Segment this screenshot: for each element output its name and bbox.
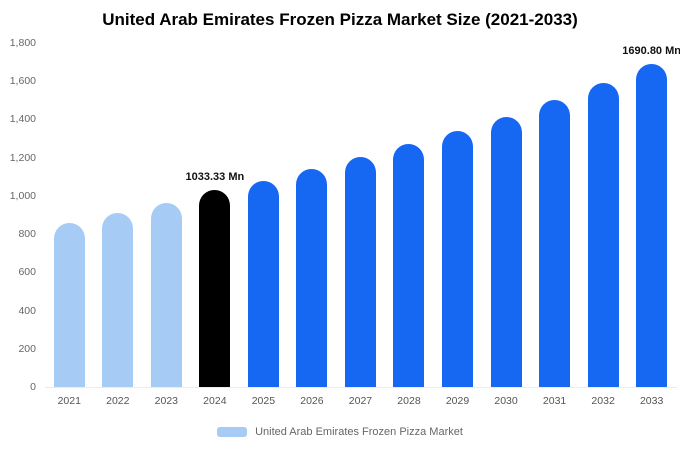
x-tick-label: 2028: [397, 395, 421, 407]
bars-area: 1033.33 Mn 1690.80 Mn: [45, 43, 680, 387]
bar-cell: [482, 43, 531, 387]
x-tick-label: 2026: [300, 395, 324, 407]
bar-cell: [385, 43, 434, 387]
bar: [539, 100, 571, 387]
bar-cell: [433, 43, 482, 387]
bar: [296, 169, 328, 387]
bar-value-label: 1690.80 Mn: [622, 44, 680, 57]
x-tick-label: 2022: [106, 395, 130, 407]
bar-cell: [45, 43, 94, 387]
y-tick-label: 200: [18, 342, 36, 355]
bar: [102, 213, 134, 387]
x-tick-label: 2031: [542, 395, 567, 407]
bar: [53, 222, 85, 387]
x-tick-label: 2030: [494, 395, 518, 407]
y-tick-label: 1,200: [9, 151, 36, 164]
bar-cell: [94, 43, 143, 387]
bar-cell: [579, 43, 628, 387]
bar: [393, 144, 425, 387]
bar-cell: [142, 43, 191, 387]
bar-cell: 1033.33 Mn: [186, 43, 244, 387]
x-tick-label: 2025: [251, 395, 276, 407]
x-tick-label: 2021: [57, 395, 81, 407]
y-tick-label: 800: [18, 228, 36, 241]
bar: [247, 180, 279, 387]
bar-cell: [239, 43, 288, 387]
bar-cell: [530, 43, 579, 387]
bar: [490, 116, 522, 387]
x-tick-label: 2027: [348, 395, 373, 407]
x-tick-label: 2023: [154, 395, 178, 407]
y-tick-label: 1,000: [9, 189, 36, 202]
legend-label: United Arab Emirates Frozen Pizza Market: [255, 426, 463, 438]
bar: [636, 63, 668, 387]
y-tick-label: 1,400: [9, 113, 36, 126]
x-axis-labels: 2021 2022 2023 2024 2025 2026 2027 2028 2029 2030…: [45, 395, 676, 407]
bar-cell: 1690.80 Mn: [622, 43, 680, 387]
y-axis: 0 200 400 600 800 1,000 1,200 1,400 1,600 1,800: [0, 37, 40, 393]
bar: [344, 156, 376, 387]
x-tick-label: 2033: [639, 395, 664, 407]
legend: United Arab Emirates Frozen Pizza Market: [0, 426, 680, 438]
x-axis-line: [45, 387, 677, 388]
x-tick-label: 2029: [445, 395, 470, 407]
bar: [442, 130, 474, 387]
bar-cell: [336, 43, 385, 387]
x-tick-label: 2032: [591, 395, 615, 407]
chart-title: United Arab Emirates Frozen Pizza Market…: [102, 10, 578, 29]
bar-cell: [288, 43, 337, 387]
x-tick-label: 2024: [203, 395, 227, 407]
bar: [587, 83, 619, 387]
y-tick-label: 400: [18, 304, 36, 317]
bar: [150, 202, 182, 387]
bar: [199, 189, 231, 387]
y-tick-label: 1,600: [9, 75, 36, 88]
y-tick-label: 0: [30, 381, 36, 393]
bar-value-label: 1033.33 Mn: [185, 170, 245, 183]
y-tick-label: 1,800: [9, 37, 36, 49]
legend-swatch: [217, 427, 248, 437]
y-tick-label: 600: [18, 266, 36, 279]
